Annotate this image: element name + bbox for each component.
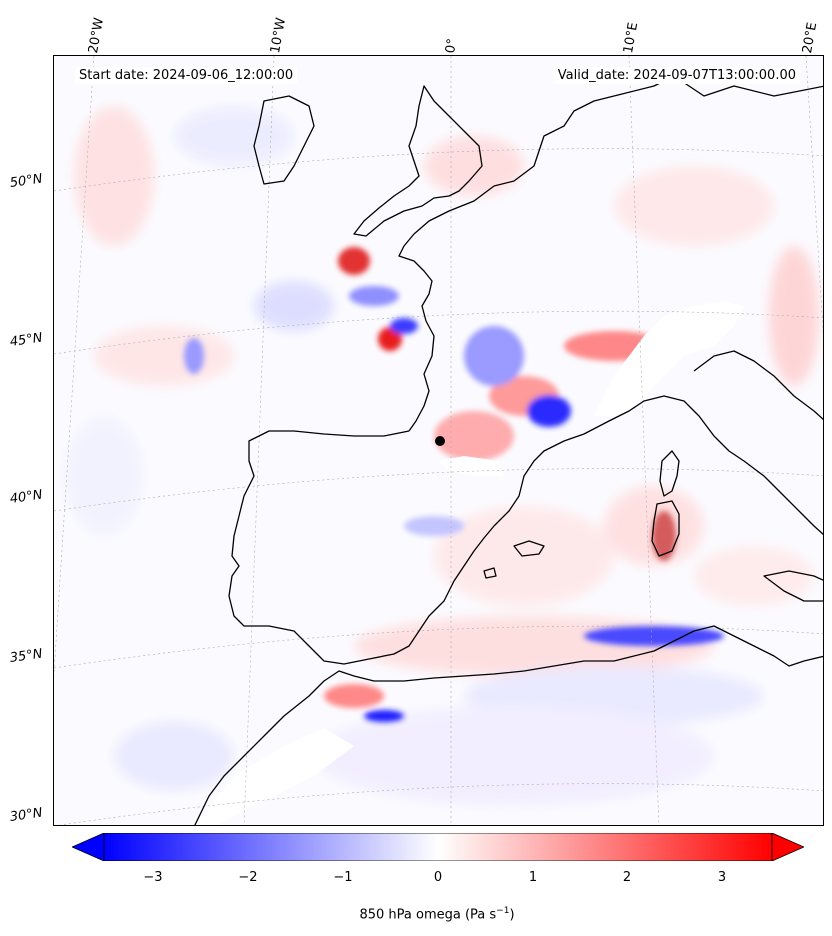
colorbar-gradient xyxy=(103,833,773,861)
lon-label-10e: 10°E xyxy=(621,21,642,55)
lon-label-10w: 10°W xyxy=(268,16,290,55)
colorbar-high-extend xyxy=(771,833,804,861)
colorbar-tick-neg3: −3 xyxy=(143,870,163,885)
lat-label-50n: 50°N xyxy=(8,171,44,191)
field-soft-anomalies xyxy=(64,106,819,806)
coastlines xyxy=(194,75,823,825)
start-date-label: Start date: 2024-09-06_12:00:00 xyxy=(75,67,298,84)
colorbar-tick-neg2: −2 xyxy=(238,870,258,885)
colorbar-tick-0: 0 xyxy=(433,870,443,885)
colorbar-label: 850 hPa omega (Pa s−1) xyxy=(359,906,515,923)
colorbar-tick-1: 1 xyxy=(528,870,538,885)
map-panel xyxy=(53,55,824,826)
location-marker xyxy=(435,436,445,446)
lat-label-30n: 30°N xyxy=(8,805,44,825)
colorbar-tick-3: 3 xyxy=(717,870,727,885)
lat-label-35n: 35°N xyxy=(8,646,44,666)
lon-label-20e: 20°E xyxy=(800,21,821,55)
colorbar-tick-2: 2 xyxy=(622,870,632,885)
colorbar-low-extend xyxy=(72,833,105,861)
colorbar xyxy=(72,833,804,861)
lon-label-20w: 20°W xyxy=(86,16,108,55)
colorbar-tick-neg1: −1 xyxy=(333,870,353,885)
lon-label-0: 0° xyxy=(443,37,461,55)
lat-label-40n: 40°N xyxy=(8,487,44,507)
field-strong-features xyxy=(184,247,724,722)
omega-field-map xyxy=(54,56,823,825)
missing-data-areas xyxy=(194,301,744,825)
valid-date-label: Valid_date: 2024-09-07T13:00:00.00 xyxy=(553,67,800,84)
lat-label-45n: 45°N xyxy=(8,330,44,350)
